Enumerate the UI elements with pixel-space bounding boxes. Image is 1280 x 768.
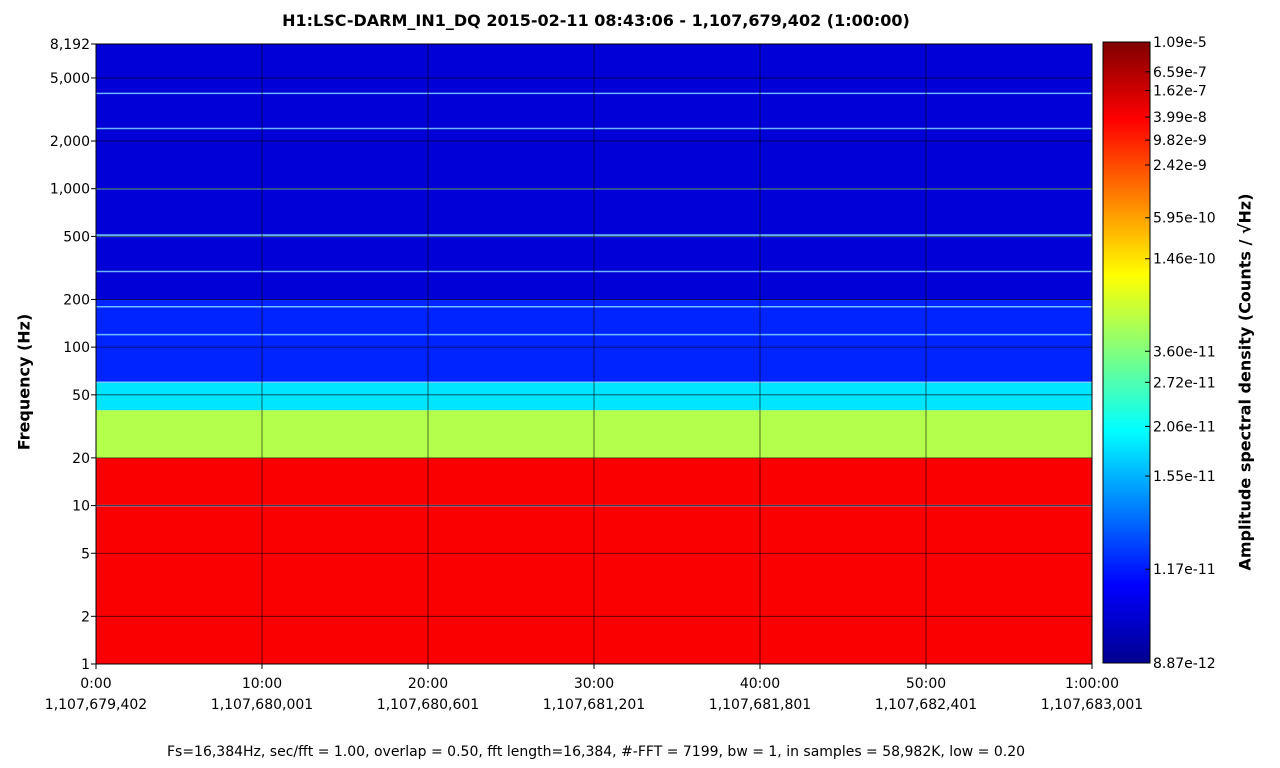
colorbar-tick-label: 1.62e-7 bbox=[1153, 83, 1207, 99]
chart-title: H1:LSC-DARM_IN1_DQ 2015-02-11 08:43:06 -… bbox=[282, 11, 910, 30]
colorbar-tick-label: 3.99e-8 bbox=[1153, 110, 1207, 126]
x-tick-time-label: 50:00 bbox=[906, 676, 946, 692]
colorbar-tick-label: 2.06e-11 bbox=[1153, 419, 1216, 435]
x-tick-gps-label: 1,107,681,801 bbox=[709, 697, 811, 713]
y-tick-label: 10 bbox=[72, 499, 90, 515]
y-tick-label: 100 bbox=[63, 340, 90, 356]
y-tick-label: 2 bbox=[81, 609, 90, 625]
y-axis-label: Frequency (Hz) bbox=[14, 313, 34, 451]
x-tick-time-label: 1:00:00 bbox=[1065, 676, 1119, 692]
fft-parameters-footer: Fs=16,384Hz, sec/fft = 1.00, overlap = 0… bbox=[166, 744, 1026, 760]
colorbar-tick-label: 1.09e-5 bbox=[1153, 35, 1207, 51]
y-tick-label: 1,000 bbox=[50, 182, 90, 198]
y-tick-label: 20 bbox=[72, 451, 90, 467]
x-tick-gps-label: 1,107,679,402 bbox=[45, 697, 147, 713]
y-tick-label: 5 bbox=[81, 546, 90, 562]
colorbar-tick-label: 6.59e-7 bbox=[1153, 65, 1207, 81]
x-tick-time-label: 20:00 bbox=[408, 676, 448, 692]
colorbar-tick-label: 8.87e-12 bbox=[1153, 656, 1216, 672]
x-tick-time-label: 10:00 bbox=[242, 676, 282, 692]
y-tick-label: 500 bbox=[63, 229, 90, 245]
x-tick-gps-label: 1,107,680,601 bbox=[377, 697, 479, 713]
x-tick-time-label: 30:00 bbox=[574, 676, 614, 692]
x-tick-gps-label: 1,107,682,401 bbox=[875, 697, 977, 713]
colorbar-tick-label: 9.82e-9 bbox=[1153, 133, 1207, 149]
colorbar-tick-label: 2.72e-11 bbox=[1153, 375, 1216, 391]
colorbar-tick-label: 1.46e-10 bbox=[1153, 252, 1216, 268]
x-tick-gps-label: 1,107,680,001 bbox=[211, 697, 313, 713]
colorbar-tick-label: 3.60e-11 bbox=[1153, 344, 1216, 360]
colorbar-tick-label: 2.42e-9 bbox=[1153, 158, 1207, 174]
colorbar-label: Amplitude spectral density (Counts / √Hz… bbox=[1235, 193, 1255, 571]
x-tick-time-label: 0:00 bbox=[80, 676, 111, 692]
y-tick-label: 1 bbox=[81, 657, 90, 673]
colorbar-tick-label: 1.17e-11 bbox=[1153, 562, 1216, 578]
y-tick-label: 8,192 bbox=[50, 37, 90, 53]
y-tick-label: 200 bbox=[63, 292, 90, 308]
y-tick-label: 2,000 bbox=[50, 134, 90, 150]
colorbar-tick-label: 5.95e-10 bbox=[1153, 211, 1216, 227]
x-tick-gps-label: 1,107,681,201 bbox=[543, 697, 645, 713]
colorbar bbox=[1102, 41, 1151, 664]
x-tick-time-label: 40:00 bbox=[740, 676, 780, 692]
colorbar-tick-label: 1.55e-11 bbox=[1153, 469, 1216, 485]
y-tick-label: 5,000 bbox=[50, 71, 90, 87]
y-tick-label: 50 bbox=[72, 388, 90, 404]
x-tick-gps-label: 1,107,683,001 bbox=[1041, 697, 1143, 713]
